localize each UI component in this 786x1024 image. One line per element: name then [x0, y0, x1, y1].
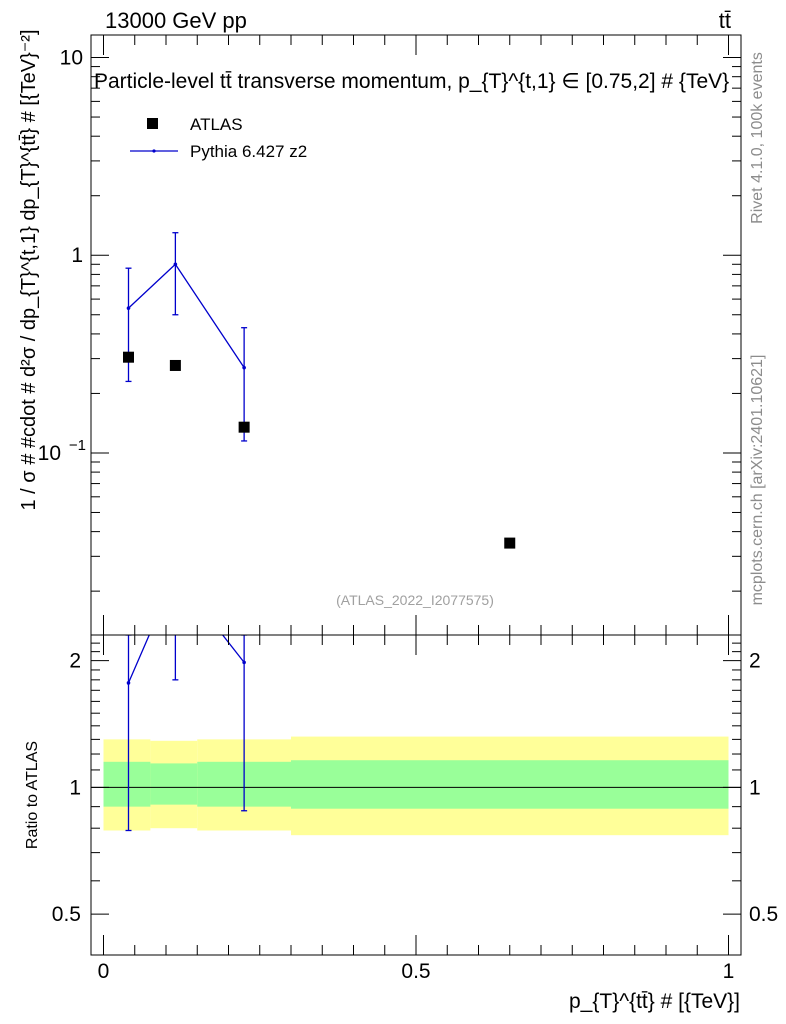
atlas-point-1 — [169, 359, 181, 371]
ratio-y-tick-label-left-0: 0.5 — [52, 903, 81, 926]
x-tick-label-2: 1 — [723, 960, 735, 983]
plot-title: Particle-level tt̄ transverse momentum, … — [94, 70, 729, 93]
analysis-watermark: (ATLAS_2022_I2077575) — [336, 592, 494, 608]
x-tick-label-1: 0.5 — [401, 960, 430, 983]
main-y-tick-label-2: 10 — [60, 47, 83, 70]
legend-atlas-label: ATLAS — [190, 115, 243, 134]
ratio-band-inner-1 — [150, 763, 198, 805]
ratio-point-0 — [126, 681, 131, 685]
atlas-point-3 — [504, 537, 516, 549]
ratio-point-2 — [242, 660, 246, 665]
ratio-y-tick-label-right-0: 0.5 — [749, 903, 778, 926]
ratio-uncertainty-bands — [103, 736, 729, 836]
legend-pythia-marker — [152, 149, 156, 153]
ratio-band-inner-0 — [103, 761, 151, 807]
ratio-point-1 — [174, 573, 178, 577]
x-tick-label-0: 0 — [98, 960, 110, 983]
ratio-plot-data — [91, 573, 741, 832]
legend-pythia-label: Pythia 6.427 z2 — [190, 142, 307, 161]
ratio-y-tick-label-right-1: 1 — [749, 776, 761, 799]
process-label: tt̄ — [719, 8, 731, 33]
main-y-tick-exponent-0: −1 — [69, 437, 86, 454]
ratio-y-axis-label: Ratio to ATLAS — [24, 741, 41, 849]
mcplots-source-label: mcplots.cern.ch [arXiv:2401.10621] — [749, 355, 766, 606]
ratio-pythia-line — [127, 635, 245, 684]
ratio-plot-frame — [90, 634, 742, 956]
main-plot-frame — [90, 34, 742, 636]
x-axis-label: p_{T}^{tt̄} # [{TeV}] — [569, 990, 740, 1013]
legend-atlas-marker — [147, 118, 158, 129]
main-y-tick-label-0: 10 — [38, 442, 61, 465]
energy-label: 13000 GeV pp — [105, 8, 247, 33]
main-y-axis-label: 1 / σ # #cdot # d²σ / dp_{T}^{t,1} dp_{T… — [18, 29, 40, 510]
ratio-band-inner-3 — [291, 760, 729, 809]
main-plot-data — [123, 232, 516, 549]
legend: ATLAS Pythia 6.427 z2 — [130, 115, 307, 161]
main-y-tick-label-1: 1 — [71, 244, 83, 267]
pythia-point-2 — [242, 365, 246, 370]
rivet-version-label: Rivet 4.1.0, 100k events — [749, 52, 766, 224]
atlas-point-2 — [238, 421, 250, 433]
ratio-y-tick-label-right-2: 2 — [749, 650, 761, 673]
ratio-y-tick-label-left-1: 1 — [69, 776, 81, 799]
axis-ticks: 10 −1 1 10 0.5 0.5 1 1 2 2 0 0.5 1 — [38, 35, 778, 983]
pythia-line — [128, 263, 245, 369]
pythia-point-0 — [126, 306, 131, 310]
atlas-point-0 — [123, 351, 134, 363]
pythia-point-1 — [173, 262, 178, 267]
ratio-y-tick-label-left-2: 2 — [69, 650, 81, 673]
